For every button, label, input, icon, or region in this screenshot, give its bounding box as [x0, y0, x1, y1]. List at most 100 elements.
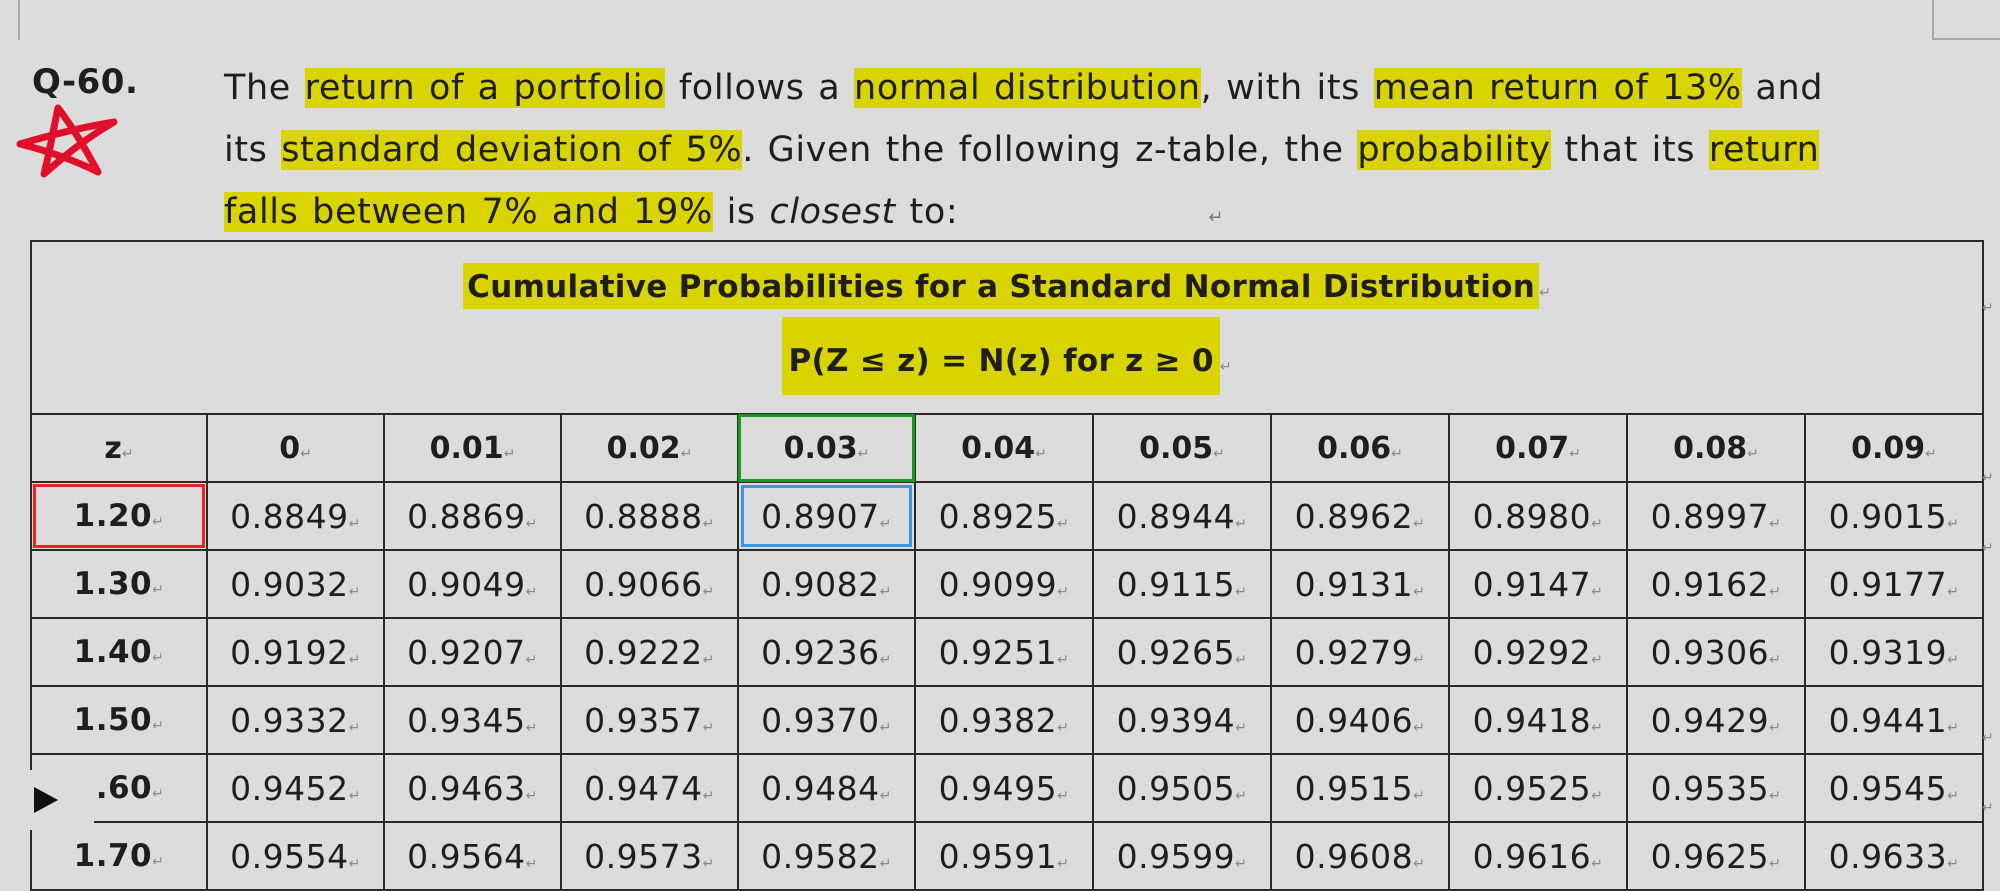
- cell-value: 1.30: [73, 566, 153, 602]
- column-header: 0.04↵: [914, 413, 1094, 483]
- column-header-label: 0.07: [1495, 430, 1570, 466]
- highlighted-text: normal distribution: [854, 68, 1201, 108]
- probability-cell: 0.9279↵: [1270, 617, 1450, 687]
- column-header: 0.06↵: [1270, 413, 1450, 483]
- probability-cell: 0.9222↵: [560, 617, 739, 687]
- cell-end-mark: ↵: [1982, 800, 1994, 816]
- z-table: Cumulative Probabilities for a Standard …: [29, 240, 1985, 891]
- cell-value: 0.9463: [407, 768, 526, 808]
- probability-cell: 0.9265↵: [1092, 617, 1272, 687]
- cell-end-mark: ↵: [1982, 300, 1994, 316]
- probability-cell: 0.9495↵: [914, 753, 1094, 823]
- cell-value: 0.9591: [938, 836, 1058, 876]
- cell-value: 0.8869: [407, 496, 526, 536]
- probability-cell: 0.9515↵: [1270, 753, 1450, 823]
- column-header-label: 0.09: [1851, 430, 1926, 466]
- cell-value: 0.9515: [1294, 768, 1414, 808]
- column-header-label: z: [104, 430, 122, 466]
- cell-value: 0.8925: [938, 496, 1058, 536]
- probability-cell: 0.9177↵: [1803, 549, 1985, 619]
- probability-cell: 0.9394↵: [1092, 685, 1272, 755]
- probability-cell: 0.9082↵: [737, 549, 916, 619]
- column-header: 0.07↵: [1448, 413, 1628, 483]
- cell-value: 0.9525: [1472, 768, 1592, 808]
- cell-value: 0.9505: [1116, 768, 1236, 808]
- probability-cell: 0.9474↵: [560, 753, 739, 823]
- question-text-segment: that its: [1550, 130, 1709, 170]
- cell-value: 0.9535: [1650, 768, 1770, 808]
- probability-cell: 0.8888↵: [560, 481, 739, 551]
- probability-cell: 0.9535↵: [1626, 753, 1806, 823]
- probability-cell: 0.9066↵: [560, 549, 739, 619]
- column-header: 0↵: [206, 413, 385, 483]
- cell-value: 0.9251: [938, 632, 1058, 672]
- highlighted-text: falls between 7% and 19%: [224, 192, 713, 232]
- highlighted-text: standard deviation of 5%: [281, 130, 743, 170]
- cell-end-mark: ↵: [1982, 730, 1994, 746]
- probability-cell: 0.9582↵: [737, 821, 916, 891]
- cell-value: 0.9279: [1294, 632, 1414, 672]
- cell-value: 0.9545: [1828, 768, 1948, 808]
- probability-cell: 0.9131↵: [1270, 549, 1450, 619]
- cell-value: 0.9147: [1472, 564, 1592, 604]
- column-header-label: 0.06: [1317, 430, 1392, 466]
- probability-cell: 0.9406↵: [1270, 685, 1450, 755]
- table-row: 1.70↵ 0.9554↵ 0.9564↵ 0.9573↵ 0.9582↵ 0.9591↵…: [30, 821, 1985, 891]
- cell-value: 0.9265: [1116, 632, 1236, 672]
- play-button[interactable]: [20, 770, 94, 830]
- cell-value: 0.9406: [1294, 700, 1414, 740]
- probability-cell: 0.9306↵: [1626, 617, 1806, 687]
- probability-cell: 0.9147↵: [1448, 549, 1628, 619]
- question-text-segment: closest: [769, 192, 896, 232]
- probability-cell: 0.8849↵: [206, 481, 385, 551]
- table-row: 1.40↵ 0.9192↵ 0.9207↵ 0.9222↵ 0.9236↵ 0.9251↵…: [30, 617, 1985, 687]
- probability-cell: 0.9319↵: [1803, 617, 1985, 687]
- probability-cell: 0.9484↵: [737, 753, 916, 823]
- z-value-cell: 1.50↵: [30, 685, 208, 755]
- probability-cell: 0.9251↵: [914, 617, 1094, 687]
- probability-cell: 0.9192↵: [206, 617, 385, 687]
- probability-cell: 0.9633↵: [1803, 821, 1985, 891]
- probability-cell: 0.8925↵: [914, 481, 1094, 551]
- z-value-cell: 1.70↵: [30, 821, 208, 891]
- cell-value: 0.9441: [1828, 700, 1948, 740]
- table-title-cell: Cumulative Probabilities for a Standard …: [29, 240, 1985, 415]
- cell-value: 0.9357: [584, 700, 703, 740]
- cell-value: 0.9599: [1116, 836, 1236, 876]
- cell-value: 0.8980: [1472, 496, 1592, 536]
- probability-cell: 0.9591↵: [914, 821, 1094, 891]
- probability-cell: 0.9332↵: [206, 685, 385, 755]
- cell-value: 0.9162: [1650, 564, 1770, 604]
- probability-cell: 0.9049↵: [383, 549, 562, 619]
- cell-value: 0.9554: [230, 836, 349, 876]
- column-header: 0.05↵: [1092, 413, 1272, 483]
- cell-value: 0.9306: [1650, 632, 1770, 672]
- cell-value: 0.9049: [407, 564, 526, 604]
- probability-cell: 0.8980↵: [1448, 481, 1628, 551]
- cell-value: 0.9099: [938, 564, 1058, 604]
- cell-value: 0.9207: [407, 632, 526, 672]
- red-star-icon: [14, 102, 126, 186]
- cell-value: 0.8962: [1294, 496, 1414, 536]
- column-header: 0.08↵: [1626, 413, 1806, 483]
- probability-cell: 0.8962↵: [1270, 481, 1450, 551]
- column-header: 0.03↵: [737, 413, 916, 483]
- question-text-segment: is: [712, 192, 770, 232]
- question-line: its standard deviation of 5%. Given the …: [224, 119, 1934, 181]
- column-header-label: 0.05: [1139, 430, 1214, 466]
- z-value-cell: 1.20↵: [30, 481, 208, 551]
- cell-value: 1.50: [73, 702, 153, 738]
- cell-value: 0.9495: [938, 768, 1058, 808]
- table-row: 1.20↵ 0.8849↵ 0.8869↵ 0.8888↵ 0.8907↵ 0.8925↵…: [30, 481, 1985, 551]
- cell-value: 0.9015: [1828, 496, 1948, 536]
- column-header-z: z↵: [30, 413, 208, 483]
- question-line: falls between 7% and 19% is closest to: ↵: [224, 192, 1224, 232]
- cell-value: 0.8907: [761, 496, 880, 536]
- probability-cell: 0.9429↵: [1626, 685, 1806, 755]
- question-text-segment: to:: [895, 192, 959, 232]
- column-header: 0.09↵: [1803, 413, 1985, 483]
- question-text-segment: follows a: [665, 68, 855, 108]
- cell-value: 0.9066: [584, 564, 703, 604]
- cell-value: 0.9608: [1294, 836, 1414, 876]
- probability-cell: 0.9357↵: [560, 685, 739, 755]
